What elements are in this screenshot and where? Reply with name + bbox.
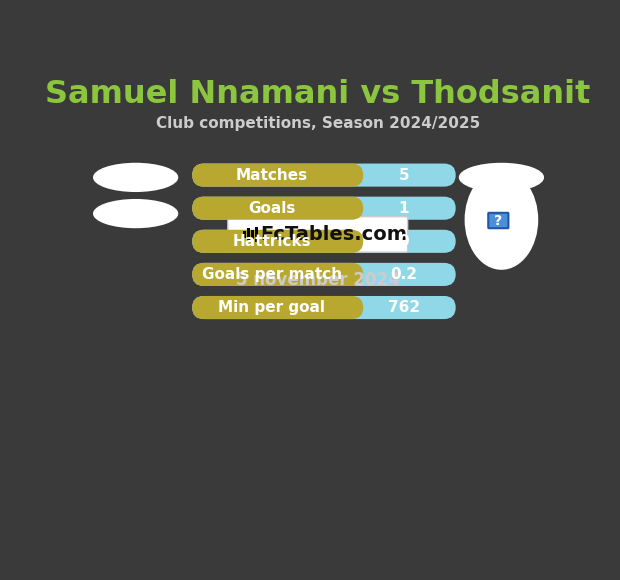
FancyBboxPatch shape: [192, 164, 363, 187]
Text: 0: 0: [398, 234, 409, 249]
Text: ?: ?: [494, 213, 502, 227]
Text: Samuel Nnamani vs Thodsanit: Samuel Nnamani vs Thodsanit: [45, 79, 590, 110]
Ellipse shape: [464, 170, 538, 270]
Text: 1: 1: [399, 201, 409, 216]
FancyBboxPatch shape: [251, 230, 254, 239]
FancyBboxPatch shape: [192, 164, 456, 187]
FancyBboxPatch shape: [255, 227, 258, 242]
FancyBboxPatch shape: [228, 217, 408, 252]
Text: FcTables.com: FcTables.com: [260, 225, 407, 244]
FancyBboxPatch shape: [192, 263, 363, 286]
FancyBboxPatch shape: [192, 230, 456, 253]
FancyBboxPatch shape: [243, 230, 246, 238]
Text: 762: 762: [388, 300, 420, 315]
Text: Hattricks: Hattricks: [232, 234, 311, 249]
FancyBboxPatch shape: [489, 213, 508, 228]
FancyBboxPatch shape: [192, 230, 363, 253]
Text: Club competitions, Season 2024/2025: Club competitions, Season 2024/2025: [156, 116, 480, 131]
FancyBboxPatch shape: [192, 197, 456, 220]
Ellipse shape: [93, 199, 179, 228]
Text: 5: 5: [398, 168, 409, 183]
FancyBboxPatch shape: [192, 263, 456, 286]
Text: Min per goal: Min per goal: [218, 300, 326, 315]
FancyBboxPatch shape: [192, 296, 363, 319]
Ellipse shape: [93, 163, 179, 192]
FancyBboxPatch shape: [192, 296, 456, 319]
Ellipse shape: [459, 163, 544, 192]
Text: 0.2: 0.2: [390, 267, 417, 282]
FancyBboxPatch shape: [247, 228, 250, 241]
Text: Matches: Matches: [236, 168, 308, 183]
Text: Goals: Goals: [248, 201, 296, 216]
FancyBboxPatch shape: [192, 197, 363, 220]
Text: 5 november 2024: 5 november 2024: [236, 271, 400, 289]
Text: Goals per match: Goals per match: [202, 267, 342, 282]
